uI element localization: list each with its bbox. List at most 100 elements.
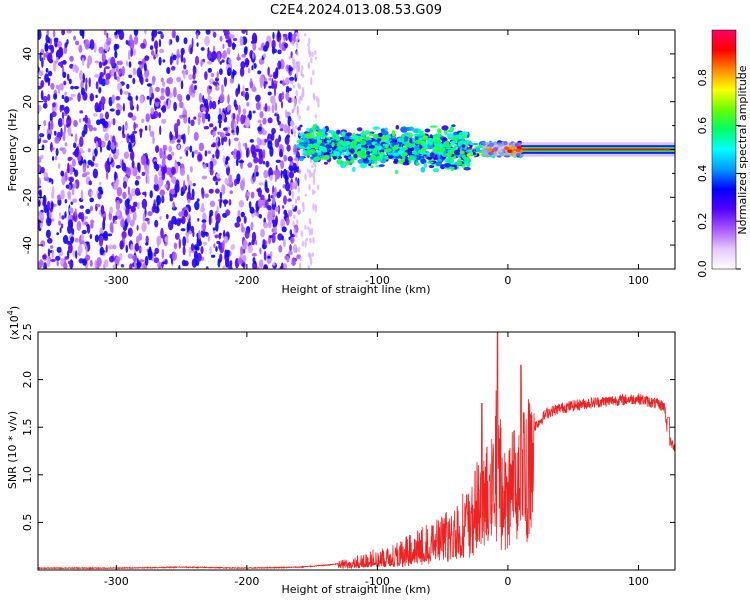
- spectrogram-noise-blob: [216, 71, 219, 80]
- spectrogram-noise-blob: [143, 63, 147, 72]
- y-tick-label: 40: [21, 47, 34, 61]
- spectrogram-noise-blob: [286, 65, 289, 69]
- spectrogram-noise-blob: [228, 33, 233, 38]
- spectrogram-noise-blob: [281, 235, 284, 241]
- spectrogram-noise-blob: [148, 246, 152, 257]
- spectrogram-noise-blob: [109, 222, 114, 233]
- spectrogram-noise-blob: [159, 48, 165, 54]
- spectrogram-noise-blob: [141, 198, 148, 209]
- spectrogram-noise-blob: [207, 235, 210, 242]
- spectrogram-noise-blob: [60, 189, 65, 200]
- spectrogram-signal-core: [326, 139, 332, 143]
- spectrogram-signal-blob: [469, 141, 473, 146]
- spectrogram-noise-blob: [257, 119, 262, 124]
- spectrogram-noise-blob: [215, 181, 218, 186]
- spectrogram-signal-blob: [377, 132, 383, 138]
- spectrogram-noise-blob: [228, 138, 231, 147]
- spectrogram-noise-blob: [183, 179, 186, 191]
- spectrogram-noise-blob: [67, 224, 73, 234]
- spectrogram-noise-blob: [162, 81, 166, 87]
- spectrogram-noise-blob: [223, 76, 227, 87]
- spectrogram-noise-blob: [238, 141, 241, 152]
- spectrogram-noise-blob: [241, 226, 245, 233]
- spectrogram-noise-blob: [292, 204, 295, 210]
- spectrogram-noise-blob: [310, 172, 313, 177]
- spectrogram-noise-blob: [117, 60, 123, 66]
- spectrogram-signal-blob: [359, 162, 367, 169]
- spectrogram-noise-blob: [176, 76, 182, 83]
- spectrogram-noise-blob: [50, 258, 56, 263]
- spectrogram-noise-blob: [257, 70, 262, 75]
- spectrogram-signal-core: [459, 150, 465, 155]
- spectrogram-noise-blob: [56, 246, 62, 253]
- spectrogram-signal-blob: [451, 124, 456, 128]
- svg-text:(x104): (x104): [6, 306, 21, 340]
- spectrogram-noise-blob: [157, 31, 163, 35]
- spectrogram-signal-blob: [327, 129, 334, 134]
- spectrogram-signal-core: [334, 151, 338, 156]
- x-tick-label: 0: [504, 274, 511, 287]
- spectrogram-noise-blob: [229, 260, 233, 266]
- spectrogram-noise-blob: [41, 57, 44, 68]
- spectrogram-noise-blob: [68, 242, 73, 254]
- spectrogram-noise-blob: [294, 180, 297, 186]
- spectrogram-noise-blob: [283, 209, 288, 216]
- spectrogram-noise-blob: [142, 191, 147, 196]
- spectrogram-noise-blob: [188, 74, 193, 81]
- spectrogram-noise-blob: [237, 257, 243, 265]
- spectrogram-noise-blob: [128, 49, 131, 61]
- spectrogram-noise-blob: [198, 142, 205, 152]
- spectrogram-xlabel: Height of straight line (km): [281, 283, 430, 296]
- spectrogram-signal-core: [368, 148, 373, 152]
- spectrogram-signal-blob: [360, 139, 367, 146]
- spectrogram-noise-blob: [140, 154, 147, 166]
- spectrogram-noise-blob: [308, 183, 311, 191]
- spectrogram-noise-blob: [212, 130, 217, 137]
- spectrogram-signal-blob: [420, 166, 426, 173]
- spectrogram-noise-blob: [253, 176, 257, 182]
- spectrogram-noise-blob: [314, 113, 318, 119]
- spectrogram-noise-blob: [183, 206, 189, 211]
- spectrogram-signal-core: [419, 140, 427, 145]
- x-tick-label: -100: [365, 575, 390, 588]
- spectrogram-noise-blob: [162, 144, 168, 152]
- spectrogram-noise-blob: [221, 184, 226, 195]
- spectrogram-noise-blob: [191, 258, 198, 268]
- spectrogram-noise-blob: [105, 111, 109, 120]
- spectrogram-noise-blob: [307, 105, 310, 111]
- spectrogram-noise-blob: [274, 206, 279, 212]
- spectrogram-noise-blob: [267, 91, 272, 96]
- spectrogram-noise-blob: [256, 137, 260, 145]
- spectrogram-noise-blob: [66, 39, 69, 45]
- spectrogram-signal-core: [487, 148, 493, 152]
- spectrogram-noise-blob: [132, 201, 138, 208]
- spectrogram-noise-blob: [295, 63, 298, 70]
- spectrogram-noise-blob: [164, 259, 168, 265]
- spectrogram-noise-blob: [46, 208, 50, 218]
- spectrogram-noise-blob: [202, 241, 208, 246]
- spectrogram-noise-blob: [149, 130, 155, 137]
- spectrogram-noise-blob: [172, 251, 177, 261]
- spectrogram-noise-blob: [255, 239, 258, 246]
- spectrogram-noise-blob: [57, 198, 62, 206]
- spectrogram-noise-blob: [175, 179, 180, 189]
- spectrogram-noise-blob: [288, 250, 293, 256]
- spectrogram-noise-blob: [307, 64, 311, 69]
- spectrogram-noise-blob: [110, 134, 113, 141]
- spectrogram-noise-blob: [148, 124, 151, 132]
- spectrogram-noise-blob: [154, 98, 160, 103]
- spectrogram-noise-blob: [135, 95, 139, 101]
- spectrogram-noise-blob: [260, 194, 265, 201]
- spectrogram-signal-blob: [332, 155, 337, 160]
- spectrogram-noise-blob: [111, 119, 113, 125]
- spectrogram-noise-blob: [122, 191, 127, 199]
- spectrogram-noise-blob: [219, 232, 222, 236]
- spectrogram-noise-blob: [99, 103, 102, 109]
- spectrogram-noise-blob: [188, 246, 192, 258]
- spectrogram-noise-blob: [277, 233, 283, 241]
- spectrogram-noise-blob: [66, 30, 72, 34]
- spectrogram-signal-blob: [426, 156, 433, 160]
- spectrogram-noise-blob: [67, 190, 72, 201]
- spectrogram-noise-blob: [247, 162, 253, 169]
- spectrogram-noise-blob: [38, 156, 42, 164]
